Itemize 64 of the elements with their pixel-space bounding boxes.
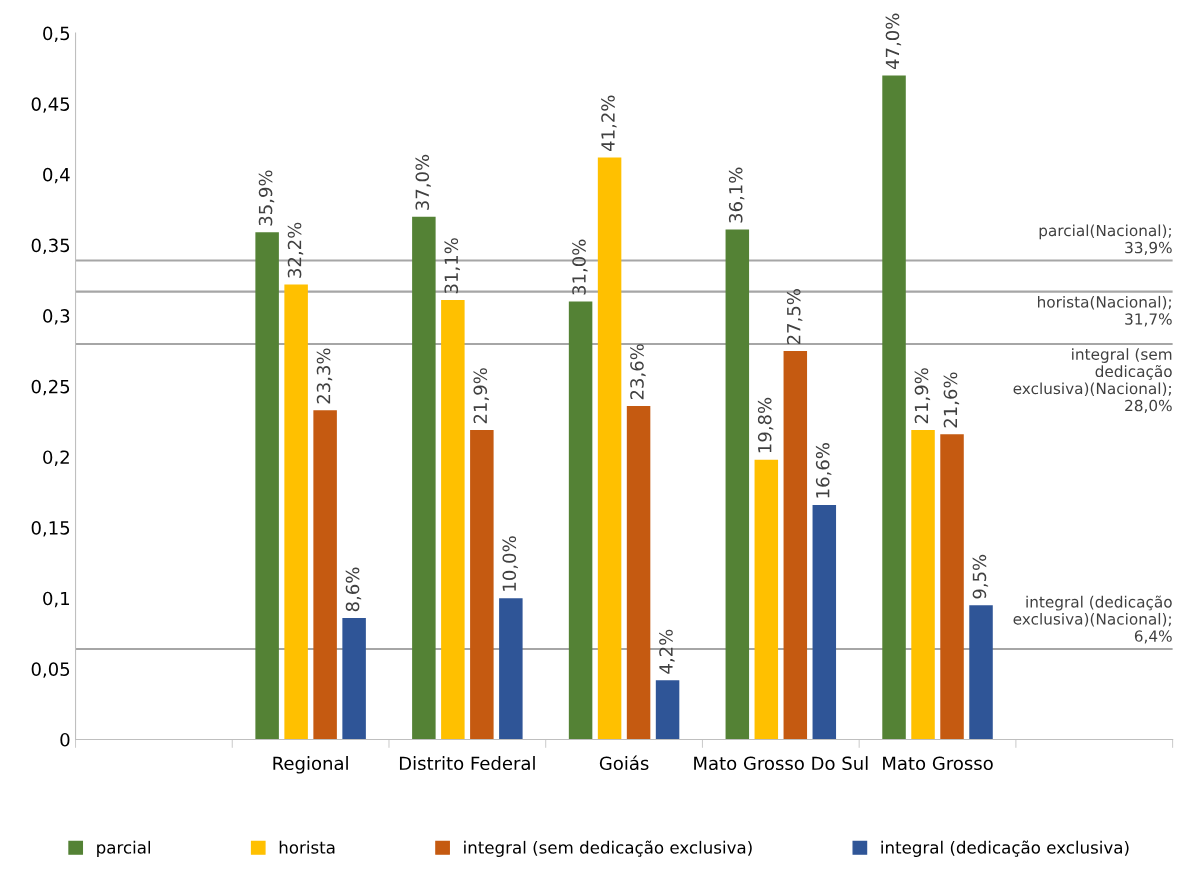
x-tick-label: Mato Grosso Do Sul	[694, 756, 868, 771]
bar	[655, 680, 680, 740]
data-label: 23,6%	[630, 344, 646, 400]
y-tick-label: 0,05	[31, 662, 70, 678]
bar	[882, 75, 906, 740]
bar	[783, 350, 808, 740]
data-label: 21,6%	[943, 372, 960, 428]
y-tick-label: 0,15	[31, 521, 70, 537]
data-label: 36,1%	[728, 167, 745, 223]
bar	[911, 430, 935, 740]
data-label: 10,0%	[502, 536, 518, 591]
x-tick-label: Goiás	[599, 755, 649, 771]
data-label: 9,5%	[972, 554, 989, 599]
y-tick-label: 0,3	[43, 309, 70, 325]
data-label: 32,2%	[287, 222, 304, 278]
y-tick-label: 0,35	[31, 238, 70, 254]
bar	[499, 598, 523, 740]
data-label: 35,9%	[258, 170, 275, 226]
ref-line-label: horista(Nacional); 31,7%	[1038, 295, 1172, 327]
data-label: 21,9%	[473, 368, 489, 424]
legend-label: horista	[279, 840, 335, 854]
bar	[313, 410, 337, 740]
data-label: 23,3%	[316, 348, 333, 404]
y-tick-label: 0	[60, 732, 70, 747]
data-label: 21,9%	[914, 368, 931, 424]
y-tick-label: 0,5	[43, 26, 70, 43]
data-label: 19,8%	[757, 397, 774, 453]
bar	[284, 284, 308, 740]
bar	[342, 617, 366, 740]
y-tick-label: 0,25	[31, 379, 70, 396]
legend-label: parcial	[97, 840, 151, 857]
legend-label: integral (sem dedicação exclusiva)	[464, 840, 752, 857]
x-tick-label: Distrito Federal	[399, 756, 535, 771]
legend-label: integral (dedicação exclusiva)	[881, 840, 1129, 857]
data-label: 31,1%	[444, 238, 460, 294]
data-label: 27,5%	[786, 289, 803, 345]
bar	[412, 216, 436, 740]
bar	[470, 430, 494, 740]
bar	[255, 232, 279, 740]
data-label: 37,0%	[415, 154, 431, 210]
bar	[940, 434, 964, 740]
y-tick-label: 0,4	[43, 167, 70, 184]
bar	[626, 406, 651, 740]
x-tick-label: Regional	[273, 756, 348, 774]
y-tick-label: 0,1	[43, 591, 70, 608]
data-label: 47,0%	[885, 13, 902, 70]
data-label: 41,2%	[601, 95, 617, 152]
bar	[754, 459, 779, 740]
ref-line-label: integral (dedicação exclusiva)(Nacional); 6,4%	[1013, 595, 1172, 644]
x-tick-label: Mato Grosso	[883, 756, 993, 771]
ref-line-label: parcial(Nacional); 33,9%	[1039, 224, 1172, 255]
data-label: 31,0%	[572, 239, 588, 295]
bar	[441, 300, 465, 740]
data-label: 16,6%	[815, 443, 832, 498]
bar	[969, 605, 993, 740]
ref-line-label: integral (sem dedicação exclusiva)(Nacional); 28,0%	[1013, 348, 1172, 413]
bar	[812, 504, 837, 740]
bar	[568, 301, 593, 740]
data-label: 4,2%	[659, 629, 675, 674]
y-tick-label: 0,45	[31, 97, 70, 113]
bar	[725, 229, 750, 740]
bar	[597, 157, 622, 740]
data-label: 8,6%	[345, 567, 362, 612]
y-tick-label: 0,2	[43, 450, 69, 466]
